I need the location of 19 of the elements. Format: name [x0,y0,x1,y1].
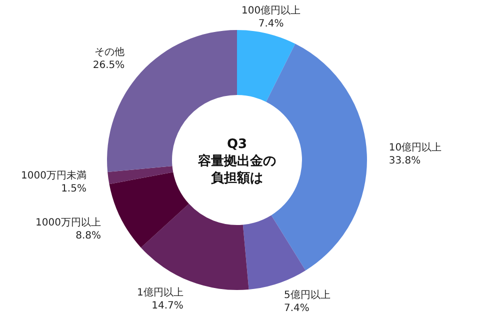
data-label: 7.4% [258,18,284,30]
donut-slice [237,30,296,102]
slice-label: その他 [94,46,125,58]
donut-slice [109,172,189,248]
data-label: 14.7% [152,300,184,312]
data-label: 33.8% [388,156,421,167]
data-label: 1.5% [61,184,86,195]
slice-label: 5億円以上 [284,288,330,301]
text: Q3 容量拠出金の負担額は [197,137,276,186]
donut-slice [242,215,306,290]
slice-label: 1000万円未満 [21,170,86,182]
data-label: 8.8% [76,230,101,242]
data-label: 7.4% [284,302,310,314]
data-label: 26.5% [92,60,125,72]
slice-label: 10億円以上 [388,142,442,154]
donut-slice [108,166,174,184]
slice-label: 1000万円以上 [36,216,101,228]
slice-label: 1億円以上 [137,286,184,298]
slice-label: 100億円以上 [242,4,301,16]
